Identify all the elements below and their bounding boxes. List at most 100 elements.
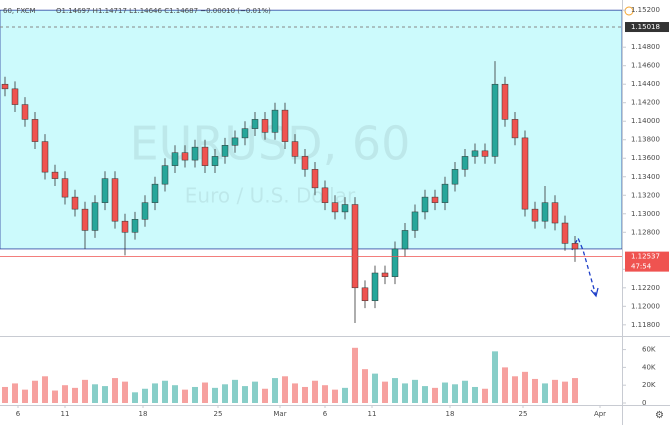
volume-bar	[512, 376, 518, 403]
candle-body	[381, 272, 389, 277]
y-tick-label: 1.14400	[631, 80, 660, 88]
y-tick-label: 1.14000	[631, 117, 660, 125]
volume-bar	[352, 347, 358, 403]
candle-body	[91, 202, 99, 231]
volume-bar	[322, 385, 328, 403]
candle-body	[21, 104, 29, 120]
candle-body	[471, 150, 479, 157]
candle-body	[341, 204, 349, 213]
volume-bar	[12, 383, 18, 403]
x-tick-label: 11	[61, 410, 70, 418]
candle-body	[281, 109, 289, 142]
candle-body	[501, 83, 509, 120]
candle-body	[171, 152, 179, 166]
volume-bar	[282, 376, 288, 403]
volume-bar	[162, 380, 168, 403]
volume-bar	[212, 387, 218, 403]
candle-body	[481, 150, 489, 157]
volume-bar	[172, 385, 178, 403]
candle-body	[131, 219, 139, 233]
candle-body	[461, 156, 469, 170]
volume-bar	[412, 379, 418, 403]
volume-bar	[192, 386, 198, 403]
volume-bar	[102, 386, 108, 403]
volume-bar	[82, 379, 88, 403]
watermark: EURUSD, 60	[130, 117, 411, 171]
x-tick-label: 25	[214, 410, 223, 418]
x-tick-label: 18	[446, 410, 455, 418]
symbol: 60, FXCM	[3, 7, 36, 15]
volume-bar	[302, 386, 308, 403]
candle-body	[181, 152, 189, 161]
candle-body	[51, 171, 59, 179]
candle-body	[41, 141, 49, 173]
volume-bar	[382, 381, 388, 403]
candle-body	[31, 119, 39, 142]
volume-bar	[92, 384, 98, 403]
volume-bar	[372, 373, 378, 403]
x-tick-label: 25	[519, 410, 528, 418]
volume-bar	[312, 380, 318, 403]
volume-bar	[122, 381, 128, 403]
candle-body	[351, 204, 359, 289]
y-tick-label: 1.12200	[631, 284, 660, 292]
volume-bar	[232, 379, 238, 403]
volume-bar	[402, 383, 408, 403]
candle-body	[531, 208, 539, 222]
volume-bar	[182, 389, 188, 403]
candle-body	[551, 202, 559, 224]
volume-bar	[432, 387, 438, 403]
candle-body	[241, 128, 249, 139]
candle-body	[371, 272, 379, 302]
volume-bar	[492, 351, 498, 403]
candle-body	[271, 109, 279, 133]
candle-body	[231, 137, 239, 146]
watermark-subtitle: Euro / U.S. Dollar	[185, 184, 356, 208]
candle-body	[151, 183, 159, 203]
ohlc-text: O1.14697 H1.14717 L1.14646 C1.14687 −0.0…	[56, 7, 271, 15]
candle-body	[491, 83, 499, 157]
volume-bar	[272, 378, 278, 403]
zone-layer	[0, 9, 623, 250]
candle-body	[201, 146, 209, 166]
candle-body	[261, 119, 269, 133]
high-label-box	[625, 22, 669, 33]
volume-bar	[152, 383, 158, 403]
alert-icon[interactable]	[624, 6, 634, 16]
candle-body	[331, 202, 339, 213]
y-tick-label: 1.11800	[631, 321, 660, 329]
y2-tick-label: 0	[642, 399, 646, 407]
candle-body	[401, 230, 409, 250]
y2-tick-label: 20K	[642, 381, 656, 389]
volume-bar	[292, 383, 298, 403]
candle-body	[521, 137, 529, 210]
volume-bar	[442, 382, 448, 403]
volume-bar	[462, 380, 468, 403]
y-tick-label: 1.13800	[631, 136, 660, 144]
candle-body	[451, 169, 459, 185]
high-label: 1.15018	[631, 23, 660, 31]
candle-body	[411, 211, 419, 231]
candle-body	[571, 243, 579, 250]
candle-body	[211, 156, 219, 166]
candle-body	[421, 196, 429, 213]
volume-bar	[52, 390, 58, 403]
candle-body	[361, 287, 369, 302]
volume-bar	[252, 381, 258, 403]
y-tick-label: 1.13000	[631, 210, 660, 218]
volume-bar	[242, 386, 248, 403]
plot: 1.118001.120001.122001.124001.128001.130…	[0, 6, 669, 418]
candle-body	[511, 119, 519, 139]
volume-bar	[422, 386, 428, 403]
volume-bar	[542, 383, 548, 403]
candle-body	[391, 248, 399, 277]
volume-bar	[2, 386, 8, 403]
settings-icon[interactable]: ⚙	[655, 410, 664, 421]
y-tick-label: 1.14800	[631, 43, 660, 51]
volume-bar	[472, 386, 478, 403]
drawn-arrow	[571, 236, 597, 297]
candle-body	[1, 83, 9, 90]
volume-bar	[522, 371, 528, 403]
volume-bar	[532, 378, 538, 403]
candle-body	[561, 222, 569, 244]
